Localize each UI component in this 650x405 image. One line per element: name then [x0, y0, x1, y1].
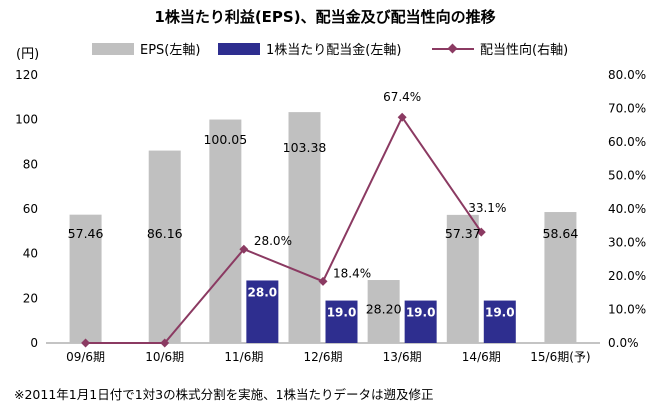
dividend-data-label: 28.0 — [248, 285, 278, 299]
y-right-tick-label: 0.0% — [608, 336, 639, 350]
bars — [69, 112, 577, 344]
legend-swatch-eps — [92, 42, 134, 55]
left-axis-unit: (円) — [16, 47, 40, 62]
eps-bar — [209, 119, 242, 344]
payout-point — [476, 227, 486, 237]
payout-data-label: 18.4% — [333, 266, 371, 280]
y-left-tick-label: 100 — [15, 113, 38, 127]
y-left-tick-label: 0 — [30, 336, 38, 350]
dividend-data-label: 19.0 — [327, 306, 357, 320]
eps-data-label: 58.64 — [543, 226, 579, 241]
y-right-tick-label: 50.0% — [608, 169, 646, 183]
eps-data-label: 57.46 — [68, 226, 104, 241]
legend: EPS(左軸) 1株当たり配当金(左軸) 配当性向(右軸) — [0, 39, 650, 63]
legend-item-dividend: 1株当たり配当金(左軸) — [218, 39, 401, 58]
dividend-bar — [325, 300, 358, 343]
eps-bar — [544, 212, 577, 343]
legend-swatch-payout — [432, 43, 474, 55]
eps-data-label: 103.38 — [283, 140, 327, 155]
y-right-tick-label: 30.0% — [608, 236, 646, 250]
payout-point — [160, 338, 170, 348]
payout-data-label: 33.1% — [468, 201, 506, 215]
y-left-tick-label: 120 — [15, 68, 38, 82]
x-tick-label: 13/6期 — [383, 350, 422, 364]
payout-line-path — [85, 115, 483, 344]
eps-bar — [288, 112, 321, 343]
payout-point — [239, 244, 249, 254]
eps-bar — [69, 214, 102, 343]
footnote: ※2011年1月1日付で1対3の株式分割を実施、1株当たりデータは遡及修正 — [14, 387, 434, 402]
legend-label-eps: EPS(左軸) — [140, 43, 201, 58]
dividend-data-label: 19.0 — [485, 306, 515, 320]
x-tick-label: 11/6期 — [224, 350, 263, 364]
y-left-tick-label: 20 — [23, 291, 38, 305]
y-right-tick-label: 10.0% — [608, 303, 646, 317]
eps-data-label: 86.16 — [147, 226, 183, 241]
x-tick-label: 12/6期 — [304, 350, 343, 364]
legend-label-dividend: 1株当たり配当金(左軸) — [266, 43, 402, 58]
dividend-bar — [404, 300, 437, 343]
eps-data-label: 100.05 — [203, 132, 247, 147]
chart-title: 1株当たり利益(EPS)、配当金及び配当性向の推移 — [154, 8, 496, 26]
y-left-tick-label: 80 — [23, 157, 38, 171]
eps-bar — [367, 280, 400, 343]
payout-line — [81, 112, 486, 348]
y-right-tick-label: 70.0% — [608, 102, 646, 116]
data-labels: 28.0 19.0 19.0 19.0 57.46 86.16 100.05 103.38 28… — [68, 90, 579, 319]
x-tick-label: 15/6期(予) — [530, 350, 590, 364]
payout-point — [318, 276, 328, 286]
legend-label-payout: 配当性向(右軸) — [480, 43, 569, 58]
eps-bar — [148, 150, 181, 343]
dividend-bar — [483, 300, 516, 343]
y-left-tick-label: 40 — [23, 247, 38, 261]
y-right-tick-label: 60.0% — [608, 135, 646, 149]
eps-data-label: 28.20 — [366, 301, 402, 316]
y-right-tick-label: 80.0% — [608, 68, 646, 82]
y-left-tick-label: 60 — [23, 202, 38, 216]
payout-data-label: 67.4% — [383, 90, 421, 104]
x-tick-label: 09/6期 — [66, 350, 105, 364]
x-tick-label: 10/6期 — [145, 350, 184, 364]
y-right-tick-label: 20.0% — [608, 269, 646, 283]
payout-point — [81, 338, 91, 348]
y-right-tick-label: 40.0% — [608, 202, 646, 216]
payout-data-label: 28.0% — [254, 234, 292, 248]
payout-point — [397, 112, 407, 122]
dividend-data-label: 19.0 — [406, 306, 436, 320]
legend-item-payout: 配当性向(右軸) — [432, 39, 568, 58]
dividend-bar — [246, 280, 279, 343]
legend-swatch-dividend — [218, 42, 260, 55]
x-tick-label: 14/6期 — [462, 350, 501, 364]
eps-bar — [446, 214, 479, 343]
axes: 0 20 40 60 80 100 120 0.0% 10.0% 20.0% 30.0% 40.0% 5… — [15, 68, 646, 364]
eps-data-label: 57.37 — [445, 226, 481, 241]
legend-item-eps: EPS(左軸) — [92, 39, 200, 58]
